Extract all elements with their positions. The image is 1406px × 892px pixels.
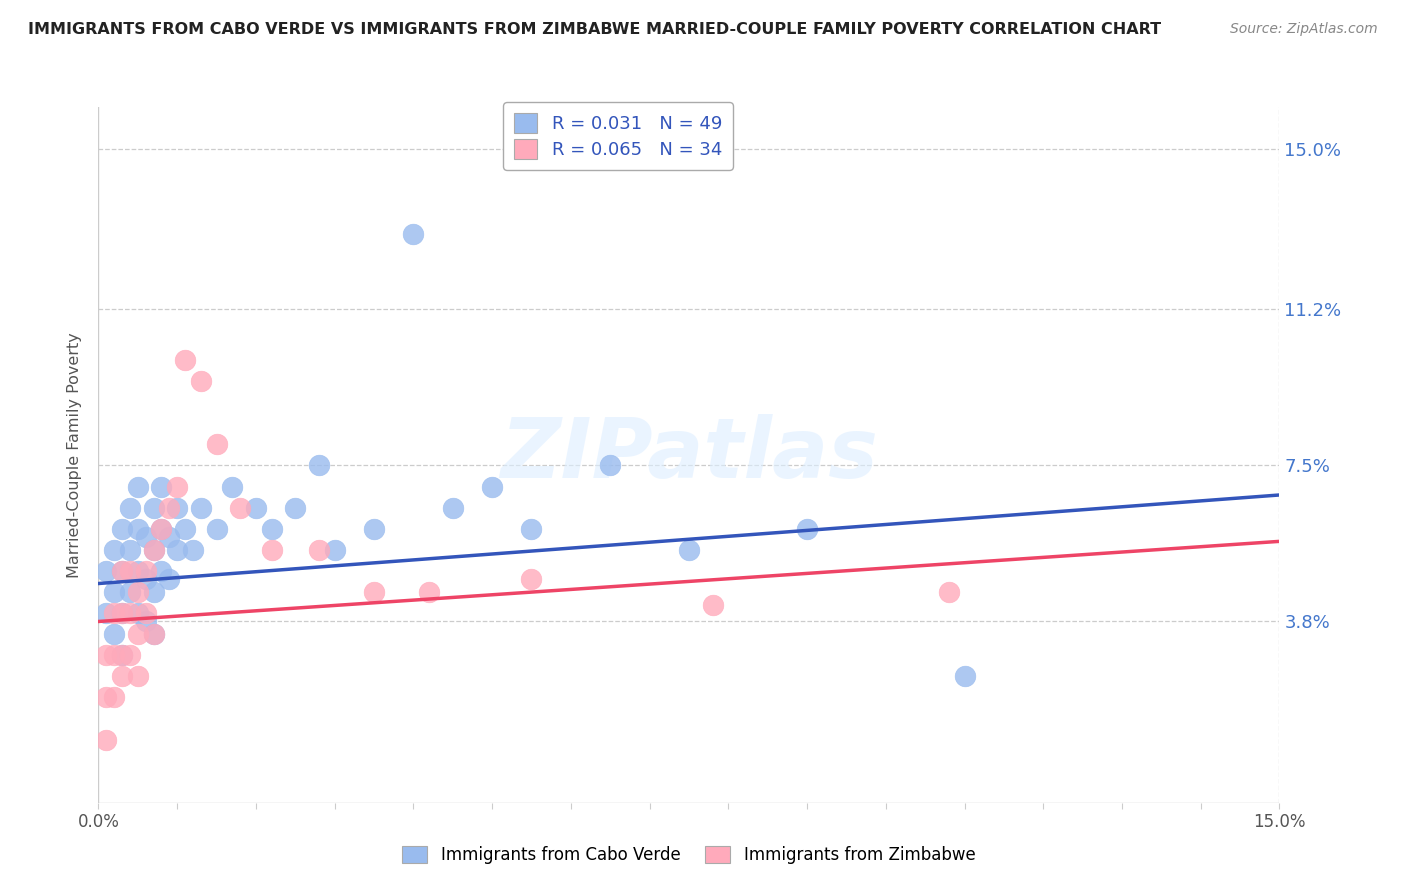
Point bbox=[135, 606, 157, 620]
Point bbox=[418, 585, 440, 599]
Point bbox=[118, 648, 141, 663]
Point bbox=[127, 585, 149, 599]
Point bbox=[142, 627, 165, 641]
Point bbox=[127, 564, 149, 578]
Point bbox=[166, 500, 188, 515]
Point bbox=[142, 542, 165, 557]
Point bbox=[142, 500, 165, 515]
Point bbox=[111, 648, 134, 663]
Point bbox=[142, 585, 165, 599]
Point bbox=[150, 522, 173, 536]
Point bbox=[166, 542, 188, 557]
Point bbox=[150, 564, 173, 578]
Point bbox=[402, 227, 425, 241]
Point bbox=[103, 542, 125, 557]
Point bbox=[221, 479, 243, 493]
Point bbox=[118, 500, 141, 515]
Point bbox=[181, 542, 204, 557]
Point bbox=[135, 530, 157, 544]
Point bbox=[190, 500, 212, 515]
Point bbox=[127, 606, 149, 620]
Point bbox=[118, 564, 141, 578]
Point bbox=[142, 627, 165, 641]
Point bbox=[96, 564, 118, 578]
Point bbox=[118, 542, 141, 557]
Point bbox=[260, 542, 283, 557]
Point bbox=[599, 458, 621, 473]
Point bbox=[111, 606, 134, 620]
Point bbox=[103, 648, 125, 663]
Point bbox=[953, 669, 976, 683]
Point bbox=[796, 522, 818, 536]
Point bbox=[678, 542, 700, 557]
Point bbox=[363, 585, 385, 599]
Point bbox=[111, 669, 134, 683]
Text: ZIPatlas: ZIPatlas bbox=[501, 415, 877, 495]
Point bbox=[111, 606, 134, 620]
Point bbox=[111, 522, 134, 536]
Point bbox=[323, 542, 346, 557]
Text: IMMIGRANTS FROM CABO VERDE VS IMMIGRANTS FROM ZIMBABWE MARRIED-COUPLE FAMILY POV: IMMIGRANTS FROM CABO VERDE VS IMMIGRANTS… bbox=[28, 22, 1161, 37]
Text: Source: ZipAtlas.com: Source: ZipAtlas.com bbox=[1230, 22, 1378, 37]
Point bbox=[520, 522, 543, 536]
Point bbox=[127, 669, 149, 683]
Point bbox=[308, 458, 330, 473]
Point bbox=[150, 522, 173, 536]
Point bbox=[166, 479, 188, 493]
Point bbox=[481, 479, 503, 493]
Point bbox=[702, 598, 724, 612]
Point bbox=[157, 500, 180, 515]
Point bbox=[111, 564, 134, 578]
Point bbox=[363, 522, 385, 536]
Point bbox=[441, 500, 464, 515]
Point bbox=[157, 572, 180, 586]
Point bbox=[938, 585, 960, 599]
Point bbox=[229, 500, 252, 515]
Point bbox=[174, 522, 197, 536]
Point bbox=[135, 564, 157, 578]
Point bbox=[135, 615, 157, 629]
Point bbox=[205, 437, 228, 451]
Point bbox=[520, 572, 543, 586]
Point bbox=[96, 648, 118, 663]
Point bbox=[190, 374, 212, 388]
Point bbox=[174, 353, 197, 368]
Legend: Immigrants from Cabo Verde, Immigrants from Zimbabwe: Immigrants from Cabo Verde, Immigrants f… bbox=[395, 839, 983, 871]
Point bbox=[103, 627, 125, 641]
Point bbox=[142, 542, 165, 557]
Point bbox=[103, 606, 125, 620]
Point bbox=[103, 690, 125, 705]
Point bbox=[96, 606, 118, 620]
Point bbox=[96, 732, 118, 747]
Point bbox=[96, 690, 118, 705]
Point bbox=[118, 585, 141, 599]
Point bbox=[284, 500, 307, 515]
Point bbox=[118, 606, 141, 620]
Point bbox=[245, 500, 267, 515]
Point bbox=[150, 479, 173, 493]
Point bbox=[127, 627, 149, 641]
Point bbox=[260, 522, 283, 536]
Point bbox=[127, 479, 149, 493]
Y-axis label: Married-Couple Family Poverty: Married-Couple Family Poverty bbox=[67, 332, 83, 578]
Point bbox=[205, 522, 228, 536]
Point bbox=[111, 564, 134, 578]
Point bbox=[111, 648, 134, 663]
Point bbox=[103, 585, 125, 599]
Point bbox=[308, 542, 330, 557]
Point bbox=[157, 530, 180, 544]
Point bbox=[135, 572, 157, 586]
Point bbox=[127, 522, 149, 536]
